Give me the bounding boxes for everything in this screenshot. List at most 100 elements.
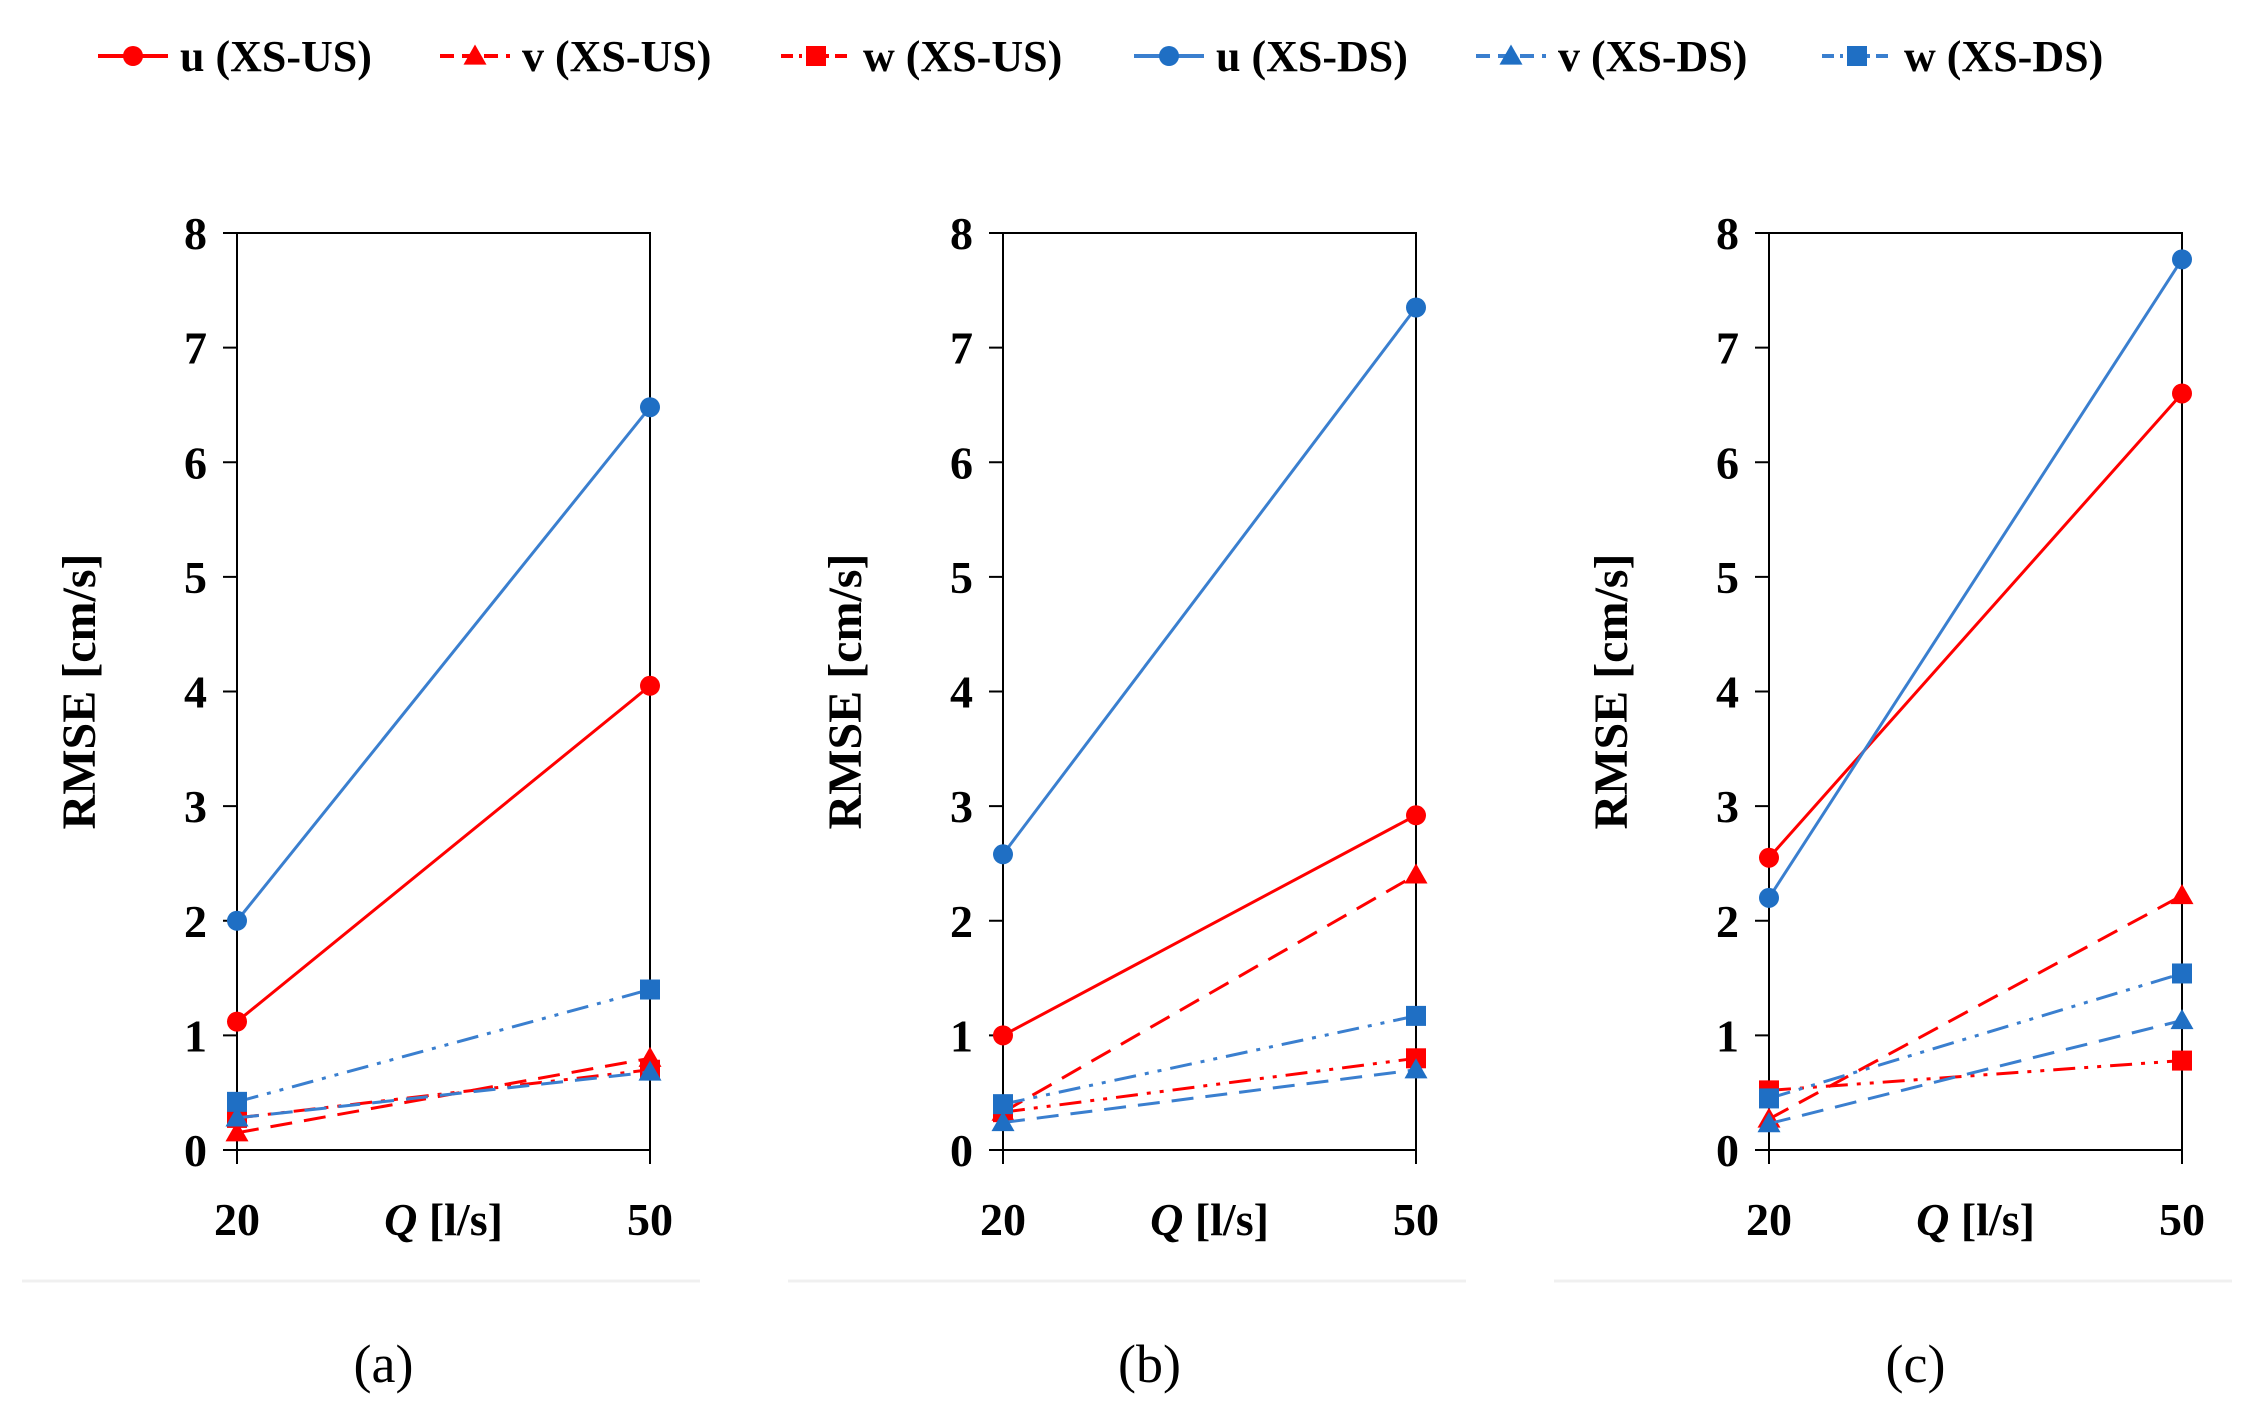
series-line — [1767, 392, 2184, 859]
x-axis-unit: [l/s] — [417, 1194, 503, 1245]
data-point — [640, 979, 660, 1000]
data-point — [1406, 805, 1426, 826]
series-w-xs-us — [1759, 1050, 2192, 1101]
x-axis-label: Q [l/s] — [384, 1194, 503, 1245]
y-tick-label: 5 — [184, 552, 207, 603]
data-point — [2170, 1008, 2194, 1030]
series-v-xs-us — [1757, 884, 2194, 1128]
data-point — [2172, 963, 2192, 984]
x-axis-unit: [l/s] — [1949, 1194, 2035, 1245]
panel-c: 0 1 2 3 4 5 6 7 8 20 50 Q [l/s] RMSE [cm/s] (c) — [1554, 208, 2232, 1394]
y-tick-label: 5 — [1716, 552, 1739, 603]
series-line — [1002, 813, 1417, 1037]
y-tick-label: 0 — [184, 1125, 207, 1176]
series-v-xs-ds — [225, 1060, 662, 1127]
y-tick-label: 4 — [950, 667, 973, 718]
x-tick-label: 50 — [1393, 1194, 1439, 1245]
series-line — [1768, 1059, 2183, 1092]
y-tick-label: 3 — [950, 781, 973, 832]
data-point — [1404, 1058, 1428, 1079]
data-point — [227, 1011, 247, 1032]
y-tick-label: 8 — [1716, 208, 1739, 259]
legend-label: u (XS-DS) — [1216, 32, 1408, 81]
y-tick-label: 3 — [184, 781, 207, 832]
x-tick-label: 20 — [980, 1194, 1026, 1245]
x-axis-variable: Q — [384, 1194, 417, 1245]
data-point — [1759, 887, 1779, 908]
y-tick-label: 3 — [1716, 781, 1739, 832]
data-point — [640, 397, 660, 418]
x-axis-label: Q [l/s] — [1150, 1194, 1269, 1245]
legend-square-marker — [1847, 46, 1867, 66]
series-u-xs-us — [1759, 383, 2192, 868]
series-line — [235, 406, 652, 922]
legend-triangle-marker — [1499, 44, 1523, 65]
x-tick-label: 20 — [214, 1194, 260, 1245]
y-tick-label: 7 — [1716, 323, 1739, 374]
y-axis-label: RMSE [cm/s] — [1585, 554, 1638, 830]
data-point — [2172, 249, 2192, 270]
plot-frame — [1768, 232, 2183, 1151]
y-tick-label: 1 — [1716, 1010, 1739, 1061]
legend-item: v (XS-DS) — [1476, 32, 1747, 81]
data-point — [1406, 297, 1426, 318]
x-axis-variable: Q — [1916, 1194, 1949, 1245]
data-point — [227, 910, 247, 931]
y-tick-label: 0 — [950, 1125, 973, 1176]
series-w-xs-us — [993, 1048, 1426, 1123]
series-line — [236, 684, 651, 1023]
series-v-xs-ds — [1757, 1008, 2194, 1133]
legend-circle-marker — [123, 46, 143, 66]
series-line — [1768, 1019, 2183, 1126]
series-line — [236, 1070, 651, 1120]
legend-item: u (XS-US) — [98, 32, 372, 81]
series-line — [1002, 873, 1417, 1114]
series-u-xs-ds — [993, 297, 1426, 865]
y-tick-label: 2 — [184, 896, 207, 947]
series-line — [1001, 306, 1418, 856]
data-point — [1404, 863, 1428, 884]
series-w-xs-ds — [1759, 963, 2192, 1109]
data-point — [638, 1060, 662, 1081]
legend-item: u (XS-DS) — [1134, 32, 1408, 81]
y-axis-label: RMSE [cm/s] — [53, 554, 106, 830]
data-point — [993, 1025, 1013, 1046]
data-point — [993, 844, 1013, 865]
legend-triangle-marker — [463, 44, 487, 65]
data-point — [1757, 1112, 1781, 1133]
data-point — [225, 1121, 249, 1142]
data-point — [1406, 1005, 1426, 1026]
y-tick-label: 0 — [1716, 1125, 1739, 1176]
panel-label: (b) — [1118, 1334, 1181, 1394]
series-u-xs-us — [993, 805, 1426, 1046]
data-point — [2170, 884, 2194, 905]
plot-frame — [1002, 232, 1417, 1151]
y-tick-label: 6 — [184, 437, 207, 488]
plot-frame — [236, 232, 651, 1151]
y-tick-label: 4 — [1716, 667, 1739, 718]
x-tick-label: 50 — [2159, 1194, 2205, 1245]
legend-circle-marker — [1159, 46, 1179, 66]
y-tick-label: 4 — [184, 667, 207, 718]
legend: u (XS-US) v (XS-US) w (XS-US) u (XS-DS) v (X… — [98, 32, 2103, 81]
series-w-xs-ds — [227, 979, 660, 1112]
data-point — [991, 1110, 1015, 1132]
x-tick-label: 50 — [627, 1194, 673, 1245]
data-point — [227, 1091, 247, 1112]
data-point — [993, 1094, 1013, 1115]
x-tick-label: 20 — [1746, 1194, 1792, 1245]
y-tick-label: 2 — [1716, 896, 1739, 947]
series-v-xs-ds — [991, 1058, 1428, 1132]
legend-item: v (XS-US) — [440, 32, 711, 81]
legend-label: w (XS-US) — [863, 32, 1062, 81]
y-tick-label: 1 — [950, 1010, 973, 1061]
series-line — [1002, 1014, 1417, 1106]
data-point — [225, 1106, 249, 1127]
legend-item: w (XS-DS) — [1822, 32, 2103, 81]
data-point — [1759, 847, 1779, 868]
legend-label: w (XS-DS) — [1904, 32, 2103, 81]
panel-b: 0 1 2 3 4 5 6 7 8 20 50 Q [l/s] RMSE [cm/s] (b) — [788, 208, 1466, 1394]
y-tick-label: 2 — [950, 896, 973, 947]
x-axis-variable: Q — [1150, 1194, 1183, 1245]
x-axis-unit: [l/s] — [1183, 1194, 1269, 1245]
